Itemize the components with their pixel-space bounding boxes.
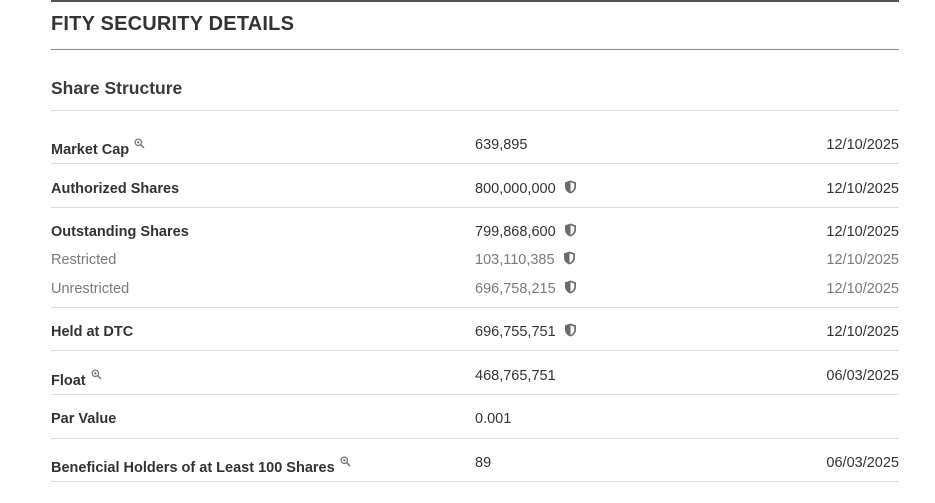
- row-value: 800,000,000: [475, 179, 577, 199]
- row-value: 799,868,600: [475, 222, 577, 242]
- row-date: 12/10/2025: [826, 224, 899, 240]
- row-value-text: 103,110,385: [475, 252, 555, 268]
- row-value: 696,758,215: [475, 279, 577, 299]
- shield-icon: [564, 323, 577, 337]
- shield-icon: [564, 280, 577, 294]
- row-divider: [51, 163, 899, 164]
- row-value: 0.001: [475, 409, 511, 429]
- row-date: 12/10/2025: [826, 324, 899, 340]
- row-label: Beneficial Holders of at Least 100 Share…: [51, 460, 335, 477]
- row-label: Market Cap: [51, 142, 130, 159]
- shield-icon: [563, 251, 576, 265]
- row-divider: [51, 438, 899, 439]
- magnifier-icon[interactable]: [134, 135, 145, 149]
- top-divider: [51, 0, 899, 2]
- row-date: 06/03/2025: [826, 368, 899, 384]
- row-date: 12/10/2025: [826, 137, 899, 153]
- row-label: Restricted: [51, 252, 117, 268]
- row-market-cap: Market Cap 639,895 12/10/2025: [51, 135, 899, 158]
- row-value: 89: [475, 453, 491, 473]
- row-value-text: 468,765,751: [475, 368, 556, 384]
- row-date: 12/10/2025: [826, 181, 899, 197]
- row-authorized-shares: Authorized Shares 800,000,000 12/10/2025: [51, 179, 899, 199]
- row-label-wrap: Market Cap: [51, 135, 145, 160]
- row-label: Float: [51, 373, 86, 390]
- row-date: 12/10/2025: [826, 281, 899, 297]
- row-value: 468,765,751: [475, 366, 556, 386]
- row-divider: [51, 207, 899, 208]
- row-label: Par Value: [51, 411, 117, 427]
- row-divider: [51, 481, 899, 482]
- row-label: Held at DTC: [51, 324, 134, 340]
- row-label-wrap: Float: [51, 366, 102, 391]
- row-divider: [51, 307, 899, 308]
- row-value-text: 696,758,215: [475, 281, 556, 297]
- section-title: Share Structure: [51, 78, 183, 98]
- row-label-wrap: Beneficial Holders of at Least 100 Share…: [51, 453, 351, 478]
- row-label: Unrestricted: [51, 281, 130, 297]
- row-par-value: Par Value 0.001: [51, 409, 899, 429]
- row-value-text: 0.001: [475, 411, 512, 427]
- row-float: Float 468,765,751 06/03/2025: [51, 366, 899, 389]
- row-restricted: Restricted 103,110,385 12/10/2025: [51, 250, 899, 270]
- row-held-at-dtc: Held at DTC 696,755,751 12/10/2025: [51, 322, 899, 342]
- shield-icon: [564, 223, 577, 237]
- magnifier-icon[interactable]: [340, 453, 351, 467]
- row-label: Authorized Shares: [51, 181, 180, 197]
- row-date: 06/03/2025: [826, 455, 899, 471]
- row-outstanding-shares: Outstanding Shares 799,868,600 12/10/202…: [51, 222, 899, 242]
- section-divider: [51, 110, 899, 111]
- row-value-text: 696,755,751: [475, 324, 556, 340]
- row-value-text: 799,868,600: [475, 224, 556, 240]
- row-unrestricted: Unrestricted 696,758,215 12/10/2025: [51, 279, 899, 299]
- shield-icon: [564, 180, 577, 194]
- row-beneficial-holders: Beneficial Holders of at Least 100 Share…: [51, 453, 899, 476]
- row-value-text: 89: [475, 455, 492, 471]
- row-value: 103,110,385: [475, 250, 576, 270]
- title-divider: [51, 49, 899, 50]
- row-divider: [51, 394, 899, 395]
- row-value-text: 800,000,000: [475, 181, 556, 197]
- row-label: Outstanding Shares: [51, 224, 189, 240]
- row-value: 639,895: [475, 135, 527, 155]
- row-date: 12/10/2025: [826, 252, 899, 268]
- page-title: FITY SECURITY DETAILS: [51, 13, 295, 35]
- magnifier-icon[interactable]: [91, 366, 102, 380]
- row-value-text: 639,895: [475, 137, 528, 153]
- row-value: 696,755,751: [475, 322, 577, 342]
- row-divider: [51, 350, 899, 351]
